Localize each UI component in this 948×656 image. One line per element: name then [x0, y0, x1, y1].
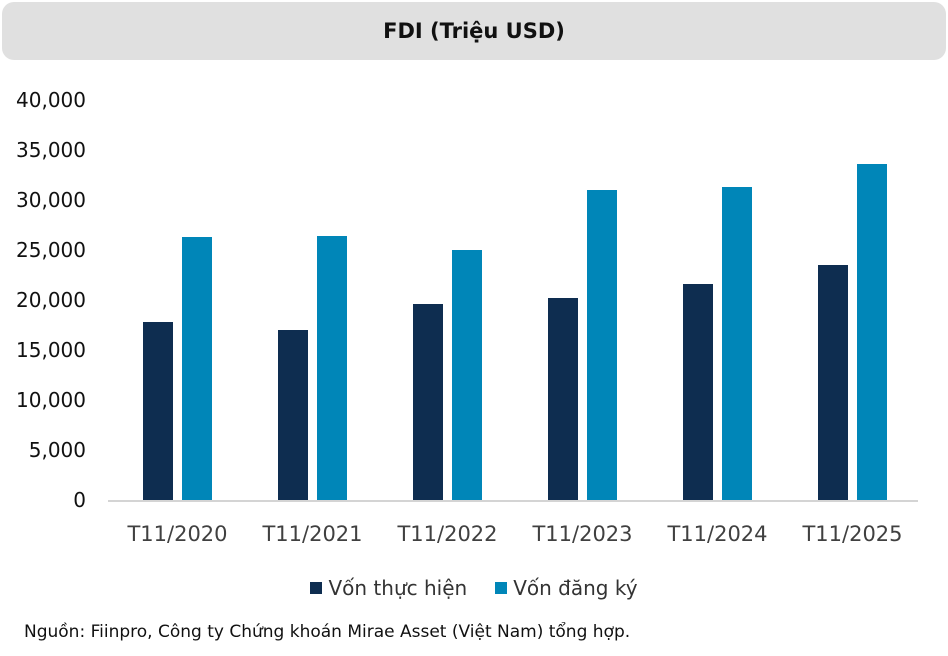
legend-swatch-icon [495, 582, 508, 594]
x-axis-line [108, 500, 918, 502]
legend: Vốn thực hiện Vốn đăng ký [0, 576, 948, 600]
bar-t11-2021-von-thuc-hien [277, 330, 308, 500]
bar-t11-2020-von-thuc-hien [142, 322, 173, 500]
chart-title: FDI (Triệu USD) [383, 19, 565, 43]
x-tick-label: T11/2021 [262, 522, 363, 546]
legend-item-von-dang-ky: Vốn đăng ký [495, 576, 638, 600]
y-tick-label: 30,000 [16, 188, 86, 212]
y-tick-label: 25,000 [16, 238, 86, 262]
legend-swatch-icon [310, 582, 323, 594]
y-tick-label: 15,000 [16, 338, 86, 362]
legend-label: Vốn đăng ký [513, 576, 638, 600]
bar-t11-2020-von-dang-ky [181, 237, 212, 500]
source-note: Nguồn: Fiinpro, Công ty Chứng khoán Mira… [24, 622, 631, 642]
x-tick-label: T11/2020 [127, 522, 228, 546]
bar-t11-2024-von-thuc-hien [682, 284, 713, 500]
bar-t11-2022-von-dang-ky [451, 250, 482, 500]
legend-item-von-thuc-hien: Vốn thực hiện [310, 576, 467, 600]
chart-title-bar: FDI (Triệu USD) [2, 2, 946, 60]
x-tick-label: T11/2025 [802, 522, 903, 546]
y-tick-label: 5,000 [28, 438, 86, 462]
bar-t11-2022-von-thuc-hien [412, 304, 443, 500]
bar-t11-2023-von-thuc-hien [547, 298, 578, 500]
bar-t11-2024-von-dang-ky [721, 187, 752, 500]
bar-t11-2023-von-dang-ky [586, 190, 617, 500]
y-tick-label: 10,000 [16, 388, 86, 412]
y-tick-label: 40,000 [16, 88, 86, 112]
legend-label: Vốn thực hiện [328, 576, 468, 600]
bar-t11-2025-von-dang-ky [856, 164, 887, 500]
x-tick-label: T11/2022 [397, 522, 498, 546]
y-tick-label: 20,000 [16, 288, 86, 312]
plot-area: 0 5,000 10,000 15,000 20,000 25,000 30,000 35,0… [16, 88, 918, 546]
y-tick-label: 35,000 [16, 138, 86, 162]
bar-t11-2025-von-thuc-hien [817, 265, 848, 500]
x-tick-label: T11/2023 [532, 522, 633, 546]
x-tick-label: T11/2024 [667, 522, 768, 546]
bar-t11-2021-von-dang-ky [316, 236, 347, 500]
y-tick-label: 0 [73, 488, 86, 512]
